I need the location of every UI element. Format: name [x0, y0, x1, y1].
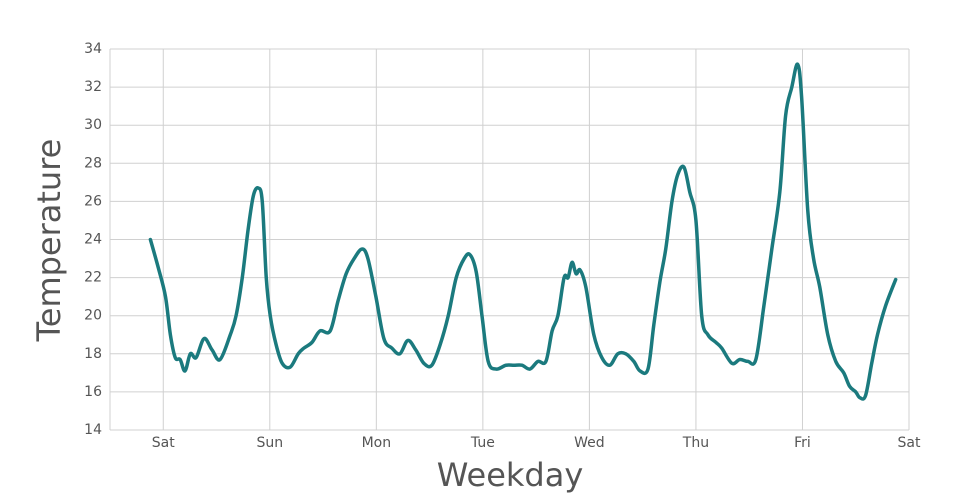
y-axis-label: Temperature: [30, 139, 68, 343]
y-tick-label: 28: [84, 155, 102, 171]
y-tick-label: 32: [84, 79, 102, 95]
y-tick-label: 24: [84, 232, 102, 248]
x-tick-label: Sat: [152, 435, 175, 451]
x-tick-label: Sun: [256, 435, 283, 451]
y-tick-label: 34: [84, 41, 102, 57]
y-tick-label: 20: [84, 308, 102, 324]
x-tick-label: Wed: [574, 435, 605, 451]
y-tick-label: 30: [84, 117, 102, 133]
y-tick-label: 14: [84, 422, 102, 438]
x-tick-label: Tue: [470, 435, 495, 451]
y-tick-label: 16: [84, 384, 102, 400]
y-tick-label: 18: [84, 346, 102, 362]
x-tick-label: Sat: [898, 435, 921, 451]
x-tick-label: Fri: [794, 435, 811, 451]
data-line: [148, 62, 898, 401]
x-tick-label: Mon: [362, 435, 392, 451]
y-tick-label: 22: [84, 270, 102, 286]
x-axis-label: Weekday: [437, 456, 584, 494]
y-tick-label: 26: [84, 193, 102, 209]
x-tick-label: Thu: [682, 435, 709, 451]
